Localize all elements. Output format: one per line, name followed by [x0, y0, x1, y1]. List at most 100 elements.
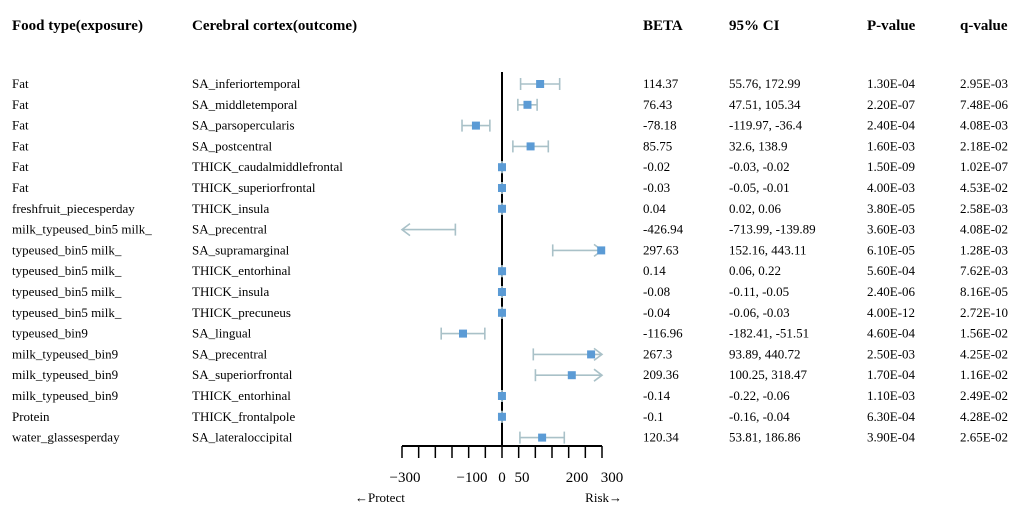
- point-estimate-marker: [497, 163, 506, 172]
- row-ci: 55.76, 172.99: [729, 76, 801, 91]
- row-exposure: Fat: [12, 180, 29, 195]
- row-qvalue: 4.28E-02: [960, 409, 1008, 424]
- point-estimate-marker: [523, 100, 532, 109]
- row-pvalue: 3.60E-03: [867, 222, 915, 237]
- row-pvalue: 6.10E-05: [867, 242, 915, 257]
- row-ci: -0.03, -0.02: [729, 159, 790, 174]
- row-exposure: milk_typeused_bin9: [12, 367, 118, 382]
- row-outcome: SA_lingual: [192, 326, 252, 341]
- tick-label: −300: [390, 470, 421, 486]
- row-beta: 0.14: [643, 263, 666, 278]
- row-ci: -0.05, -0.01: [729, 180, 790, 195]
- row-exposure: milk_typeused_bin5 milk_: [12, 222, 152, 237]
- row-ci: -0.06, -0.03: [729, 305, 790, 320]
- row-beta: 0.04: [643, 201, 666, 216]
- point-estimate-marker: [538, 433, 547, 442]
- row-outcome: THICK_precuneus: [192, 305, 291, 320]
- row-qvalue: 7.48E-06: [960, 97, 1009, 112]
- row-pvalue: 4.00E-12: [867, 305, 915, 320]
- row-outcome: SA_inferiortemporal: [192, 76, 301, 91]
- row-ci: -0.16, -0.04: [729, 409, 790, 424]
- point-estimate-marker: [587, 350, 596, 359]
- point-estimate-marker: [471, 121, 480, 130]
- row-qvalue: 4.08E-03: [960, 118, 1008, 133]
- row-exposure: Protein: [12, 409, 50, 424]
- row-ci: 100.25, 318.47: [729, 367, 808, 382]
- row-outcome: SA_precentral: [192, 346, 267, 361]
- row-ci: 0.02, 0.06: [729, 201, 782, 216]
- header-outcome: Cerebral cortex(outcome): [192, 18, 357, 34]
- row-outcome: THICK_frontalpole: [192, 409, 295, 424]
- row-exposure: typeused_bin5 milk_: [12, 263, 122, 278]
- row-beta: 76.43: [643, 97, 672, 112]
- row-outcome: THICK_superiorfrontal: [192, 180, 316, 195]
- row-pvalue: 3.80E-05: [867, 201, 915, 216]
- row-outcome: SA_precentral: [192, 222, 267, 237]
- row-ci: 93.89, 440.72: [729, 346, 801, 361]
- point-estimate-marker: [497, 392, 506, 400]
- row-exposure: typeused_bin5 milk_: [12, 242, 122, 257]
- point-estimate-marker: [498, 267, 507, 276]
- row-pvalue: 5.60E-04: [867, 263, 916, 278]
- row-qvalue: 2.18E-02: [960, 138, 1008, 153]
- row-beta: -426.94: [643, 222, 684, 237]
- row-beta: 267.3: [643, 346, 672, 361]
- point-estimate-marker: [497, 308, 506, 317]
- point-estimate-marker: [497, 412, 506, 421]
- row-beta: -0.08: [643, 284, 670, 299]
- ci-arrow-left: [400, 222, 411, 237]
- row-qvalue: 1.28E-03: [960, 242, 1008, 257]
- row-outcome: SA_middletemporal: [192, 97, 298, 112]
- row-pvalue: 1.10E-03: [867, 388, 915, 403]
- row-exposure: Fat: [12, 118, 29, 133]
- point-estimate-marker: [526, 142, 535, 151]
- row-exposure: Fat: [12, 138, 29, 153]
- tick-label: 200: [566, 470, 589, 486]
- row-pvalue: 6.30E-04: [867, 409, 916, 424]
- tick-label: 300: [601, 470, 624, 486]
- row-ci: -119.97, -36.4: [729, 118, 803, 133]
- row-beta: -116.96: [643, 326, 683, 341]
- row-outcome: SA_postcentral: [192, 138, 273, 153]
- row-outcome: THICK_caudalmiddlefrontal: [192, 159, 343, 174]
- row-qvalue: 8.16E-05: [960, 284, 1008, 299]
- row-outcome: THICK_insula: [192, 201, 270, 216]
- header-ci: 95% CI: [729, 18, 780, 34]
- row-ci: 47.51, 105.34: [729, 97, 801, 112]
- row-pvalue: 1.50E-09: [867, 159, 915, 174]
- ci-arrow-right: [593, 368, 604, 382]
- row-ci: -182.41, -51.51: [729, 326, 809, 341]
- row-exposure: Fat: [12, 76, 29, 91]
- point-estimate-marker: [567, 371, 576, 380]
- row-exposure: freshfruit_piecesperday: [12, 201, 135, 216]
- row-beta: -0.1: [643, 409, 664, 424]
- row-pvalue: 1.60E-03: [867, 138, 915, 153]
- row-outcome: THICK_entorhinal: [192, 388, 291, 403]
- protect-label: ←Protect: [355, 490, 405, 505]
- row-ci: -0.11, -0.05: [729, 284, 789, 299]
- tick-label: −100: [457, 470, 488, 486]
- row-exposure: water_glassesperday: [12, 430, 120, 445]
- row-pvalue: 1.70E-04: [867, 367, 916, 382]
- row-qvalue: 2.72E-10: [960, 305, 1008, 320]
- point-estimate-marker: [498, 204, 507, 213]
- row-qvalue: 4.53E-02: [960, 180, 1008, 195]
- row-pvalue: 2.40E-04: [867, 118, 916, 133]
- row-outcome: SA_superiorfrontal: [192, 367, 293, 382]
- tick-label: 50: [515, 470, 530, 486]
- risk-label: Risk→: [585, 490, 622, 505]
- row-exposure: typeused_bin5 milk_: [12, 284, 122, 299]
- row-exposure: milk_typeused_bin9: [12, 346, 118, 361]
- row-exposure: Fat: [12, 159, 29, 174]
- x-axis: −300 −100 0 50 200 300: [390, 445, 624, 486]
- row-outcome: SA_lateraloccipital: [192, 430, 293, 445]
- header-exposure: Food type(exposure): [12, 18, 143, 34]
- row-ci: 53.81, 186.86: [729, 430, 801, 445]
- row-exposure: Fat: [12, 97, 29, 112]
- row-ci: -0.22, -0.06: [729, 388, 790, 403]
- row-exposure: typeused_bin5 milk_: [12, 305, 122, 320]
- row-pvalue: 2.20E-07: [867, 97, 916, 112]
- point-estimate-marker: [597, 246, 606, 255]
- row-qvalue: 2.95E-03: [960, 76, 1008, 91]
- row-beta: 85.75: [643, 138, 672, 153]
